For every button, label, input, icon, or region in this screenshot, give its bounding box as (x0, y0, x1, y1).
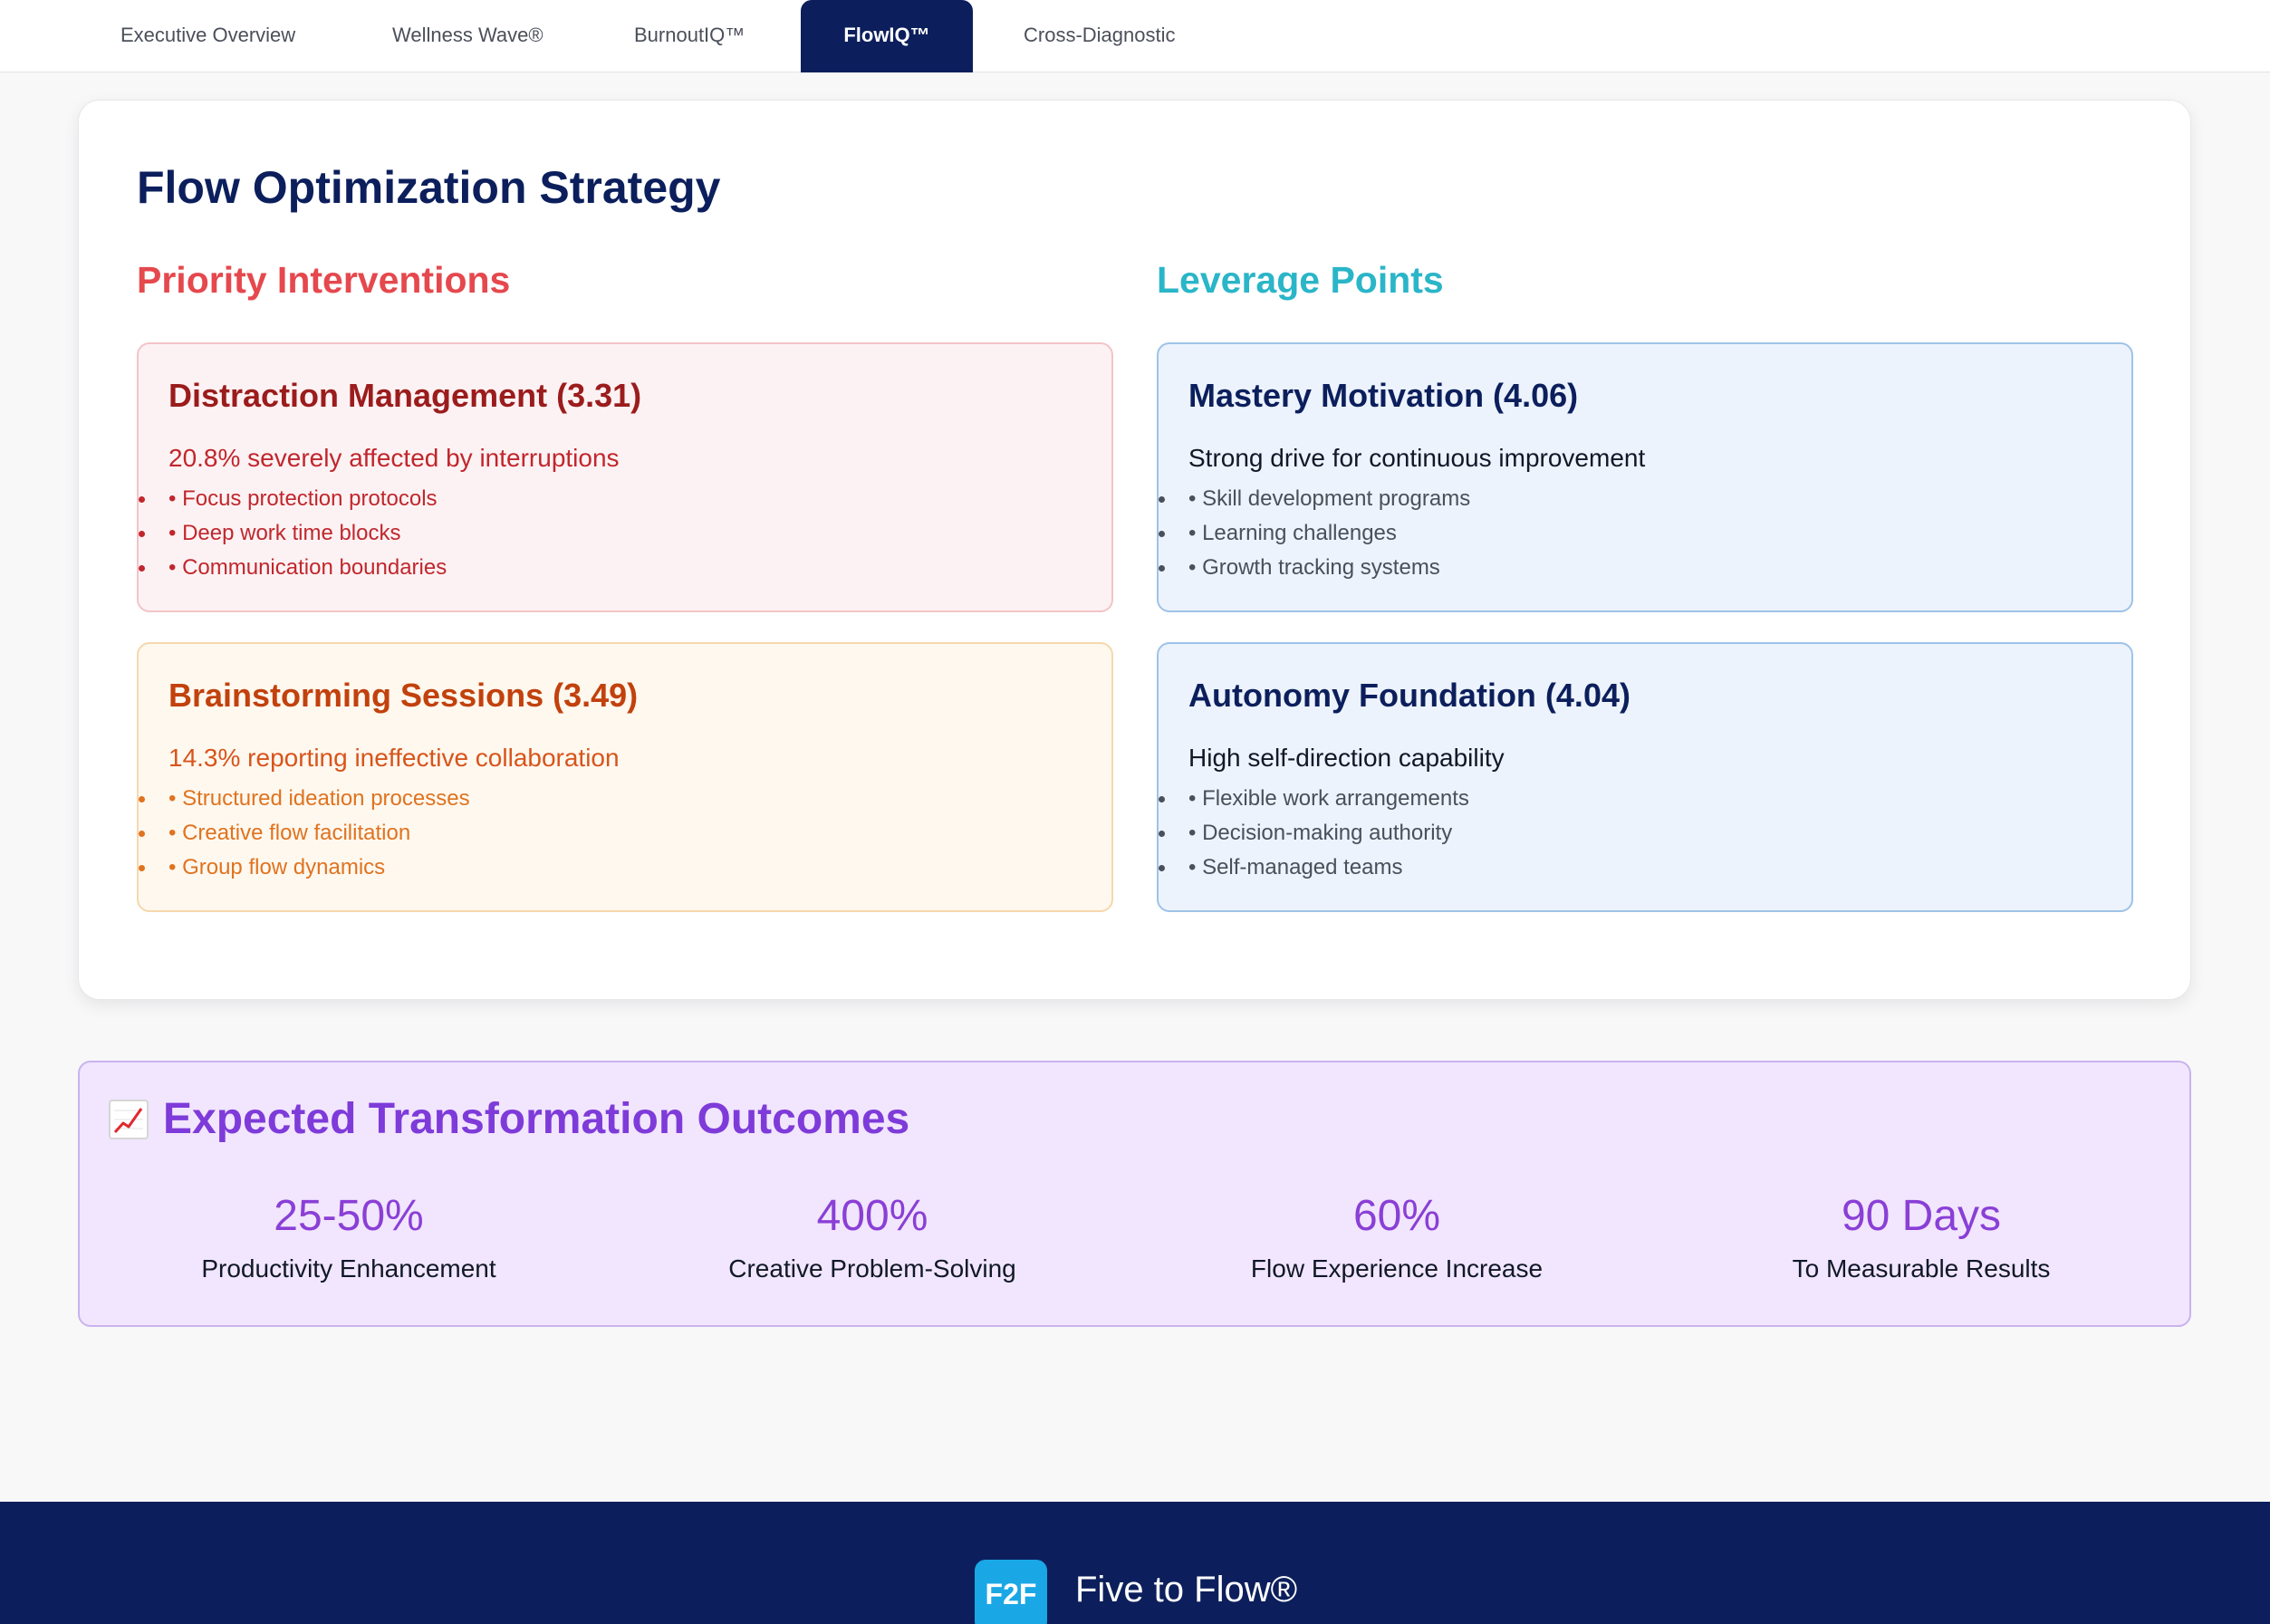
card-list: • Flexible work arrangements • Decision-… (1159, 782, 1469, 885)
card-subtitle: 14.3% reporting ineffective collaboratio… (168, 744, 620, 772)
bullet-icon (139, 796, 145, 802)
bullet-icon (1159, 796, 1165, 802)
bullet-icon (139, 531, 145, 537)
card-title: Brainstorming Sessions (3.49) (168, 677, 639, 714)
metric-value: 60% (1352, 1192, 1441, 1240)
tab-wellness-wave[interactable]: Wellness Wave® (392, 24, 543, 46)
card-title: Mastery Motivation (4.06) (1188, 377, 1579, 414)
bullet-icon (139, 831, 145, 837)
bullet-icon (1159, 531, 1165, 537)
list-item: • Flexible work arrangements (1159, 782, 1469, 816)
bullet-icon (139, 565, 145, 572)
leverage-card-autonomy: Autonomy Foundation (4.04) High self-dir… (1157, 642, 2133, 912)
list-item: • Communication boundaries (139, 551, 447, 585)
page-title: Flow Optimization Strategy (137, 162, 721, 213)
metric-label: Creative Problem-Solving (728, 1254, 1016, 1283)
list-item: • Group flow dynamics (139, 850, 470, 885)
list-item: • Skill development programs (1159, 482, 1470, 516)
metric-creative: 400% Creative Problem-Solving (610, 1191, 1135, 1283)
card-list: • Structured ideation processes • Creati… (139, 782, 470, 885)
list-item: • Structured ideation processes (139, 782, 470, 816)
priority-card-distraction: Distraction Management (3.31) 20.8% seve… (137, 342, 1113, 612)
f2f-logo: F2F (975, 1560, 1047, 1624)
metric-label: To Measurable Results (1792, 1254, 2051, 1283)
card-title: Distraction Management (3.31) (168, 377, 642, 414)
bullet-icon (139, 496, 145, 503)
list-item: • Self-managed teams (1159, 850, 1469, 885)
tab-executive-overview[interactable]: Executive Overview (120, 24, 296, 46)
bullet-icon (1159, 496, 1165, 503)
metric-value: 400% (816, 1192, 928, 1240)
chart-increasing-icon (109, 1099, 149, 1139)
list-item: • Focus protection protocols (139, 482, 447, 516)
leverage-points-heading: Leverage Points (1157, 259, 1444, 301)
metric-flow: 60% Flow Experience Increase (1134, 1191, 1659, 1283)
card-list: • Focus protection protocols • Deep work… (139, 482, 447, 585)
priority-card-brainstorming: Brainstorming Sessions (3.49) 14.3% repo… (137, 642, 1113, 912)
tab-cross-diagnostic[interactable]: Cross-Diagnostic (1024, 24, 1176, 46)
brand-name: Five to Flow® (1075, 1570, 1298, 1610)
card-subtitle: Strong drive for continuous improvement (1188, 444, 1646, 472)
metric-days: 90 Days To Measurable Results (1659, 1191, 2184, 1283)
metric-value: 90 Days (1841, 1192, 2002, 1240)
bullet-icon (1159, 865, 1165, 871)
outcomes-panel (78, 1061, 2191, 1327)
leverage-card-mastery: Mastery Motivation (4.06) Strong drive f… (1157, 342, 2133, 612)
card-subtitle: High self-direction capability (1188, 744, 1505, 772)
card-title: Autonomy Foundation (4.04) (1188, 677, 1630, 714)
tab-burnoutiq[interactable]: BurnoutIQ™ (634, 24, 745, 46)
tab-bar: Executive Overview Wellness Wave® Burnou… (0, 0, 2270, 72)
metric-label: Productivity Enhancement (201, 1254, 496, 1283)
tab-flowiq[interactable]: FlowIQ™ (801, 0, 973, 72)
list-item: • Learning challenges (1159, 516, 1470, 551)
priority-interventions-heading: Priority Interventions (137, 259, 511, 301)
bullet-icon (1159, 565, 1165, 572)
outcomes-title-text: Expected Transformation Outcomes (163, 1095, 910, 1143)
outcomes-heading: Expected Transformation Outcomes (109, 1094, 909, 1144)
metric-label: Flow Experience Increase (1250, 1254, 1544, 1283)
footer (0, 1502, 2270, 1624)
list-item: • Deep work time blocks (139, 516, 447, 551)
list-item: • Creative flow facilitation (139, 816, 470, 850)
bullet-icon (139, 865, 145, 871)
metric-value: 25-50% (274, 1192, 424, 1240)
bullet-icon (1159, 831, 1165, 837)
list-item: • Growth tracking systems (1159, 551, 1470, 585)
card-list: • Skill development programs • Learning … (1159, 482, 1470, 585)
list-item: • Decision-making authority (1159, 816, 1469, 850)
metric-productivity: 25-50% Productivity Enhancement (86, 1191, 611, 1283)
card-subtitle: 20.8% severely affected by interruptions (168, 444, 620, 472)
